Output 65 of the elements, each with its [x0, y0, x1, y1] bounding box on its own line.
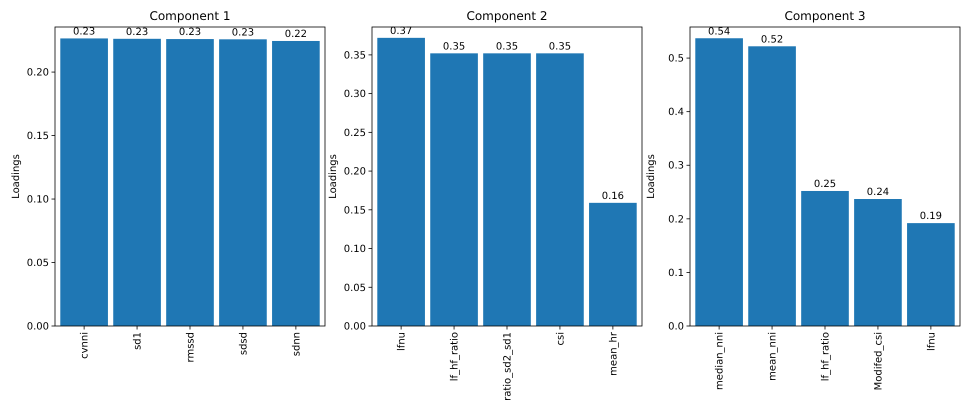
x-tick-label: sd1	[132, 332, 144, 350]
chart-title: Component 1	[149, 9, 231, 23]
chart-title: Component 3	[784, 9, 866, 23]
bar	[907, 223, 955, 326]
bar	[589, 202, 637, 326]
y-tick-label: 0.5	[668, 54, 684, 65]
y-tick-label: 0.05	[344, 282, 366, 294]
data-label: 0.24	[866, 187, 890, 198]
bar	[854, 199, 902, 326]
y-tick-label: 0.20	[26, 68, 49, 79]
y-tick-label: 0.35	[344, 50, 366, 62]
x-tick-label: sdsd	[238, 332, 250, 356]
data-label: 0.35	[496, 41, 518, 52]
x-tick-label: lfnu	[396, 332, 408, 351]
y-tick-label: 0.05	[26, 258, 49, 270]
y-axis-title: Loadings	[646, 154, 657, 199]
x-tick-label: lfnu	[926, 332, 938, 351]
y-tick-label: 0.0	[668, 322, 684, 332]
data-label: 0.23	[72, 26, 96, 38]
data-label: 0.16	[602, 190, 624, 202]
y-tick-label: 0.1	[668, 268, 684, 279]
y-tick-label: 0.00	[26, 322, 49, 332]
y-tick-label: 0.10	[26, 194, 49, 206]
data-label: 0.22	[284, 28, 308, 40]
x-tick-label: mean_nni	[768, 332, 779, 381]
data-label: 0.25	[814, 178, 836, 190]
data-label: 0.23	[232, 27, 254, 38]
x-tick-label: cvnni	[80, 332, 91, 359]
data-label: 0.54	[708, 26, 730, 38]
bar	[695, 38, 743, 326]
x-tick-label: lf_hf_ratio	[450, 332, 461, 382]
y-tick-label: 0.30	[344, 89, 366, 100]
x-tick-label: ratio_sd2_sd1	[502, 332, 514, 401]
x-tick-label: Modifed_csi	[873, 332, 884, 390]
x-tick-label: mean_hr	[608, 331, 620, 376]
x-tick-label: lf_hf_ratio	[820, 332, 832, 382]
y-tick-label: 0.15	[26, 131, 49, 142]
bar	[748, 46, 796, 326]
y-axis-title: Loadings	[11, 154, 22, 199]
bar	[377, 38, 425, 326]
data-label: 0.52	[760, 34, 784, 46]
bar	[430, 53, 478, 326]
bar	[483, 53, 531, 326]
data-label: 0.23	[126, 26, 148, 38]
data-label: 0.23	[178, 27, 202, 38]
bar	[536, 53, 584, 326]
y-tick-label: 0.2	[668, 214, 684, 226]
x-tick-label: median_nni	[714, 332, 726, 390]
y-tick-label: 0.10	[344, 244, 366, 256]
y-tick-label: 0.4	[668, 107, 684, 118]
y-tick-label: 0.15	[344, 205, 366, 216]
x-tick-label: sdnn	[291, 332, 302, 356]
data-label: 0.37	[390, 26, 412, 37]
x-tick-label: rmssd	[186, 332, 196, 362]
data-label: 0.35	[548, 41, 572, 52]
x-tick-label: csi	[555, 332, 566, 346]
y-tick-label: 0.20	[344, 166, 366, 178]
y-tick-label: 0.25	[344, 128, 366, 139]
y-tick-label: 0.3	[668, 160, 684, 172]
chart-title: Component 2	[466, 9, 548, 23]
y-tick-label: 0.00	[344, 322, 366, 332]
y-axis-title: Loadings	[328, 154, 339, 199]
bar	[801, 190, 849, 326]
data-label: 0.35	[442, 41, 466, 52]
data-label: 0.19	[920, 211, 942, 222]
